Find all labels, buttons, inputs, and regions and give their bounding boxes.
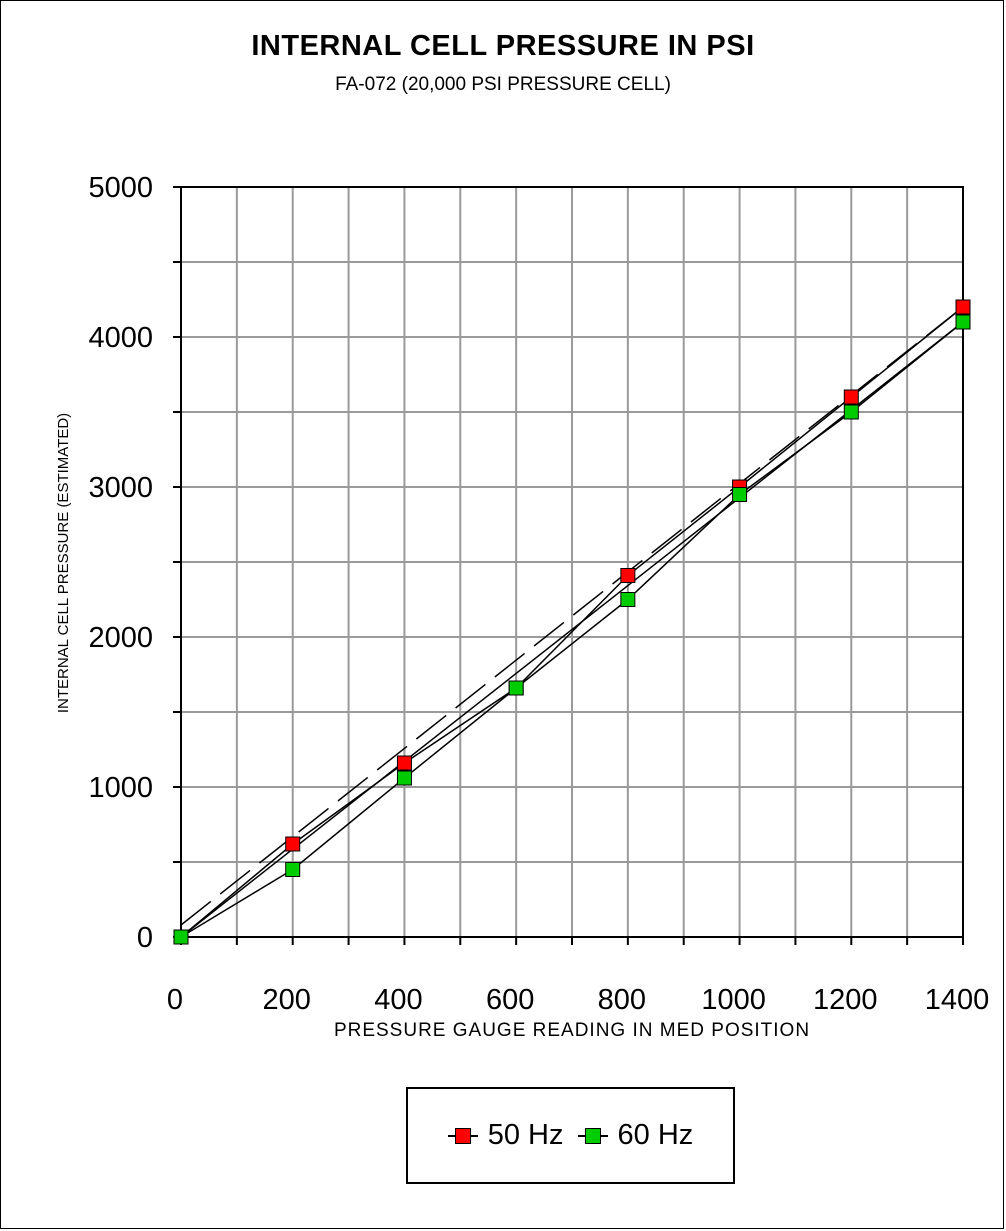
axis-ticks	[173, 186, 964, 945]
y-tick-label: 0	[137, 922, 153, 954]
data-point-series-0	[620, 568, 636, 583]
y-tick-label: 4000	[88, 322, 153, 354]
series-points	[173, 299, 971, 945]
series-line-0	[180, 306, 964, 938]
x-tick-label: 400	[374, 984, 422, 1016]
y-tick-label: 5000	[88, 172, 153, 204]
series-line-1	[180, 321, 964, 938]
x-tick-label: 200	[263, 984, 311, 1016]
chart-subtitle: FA-072 (20,000 PSI PRESSURE CELL)	[335, 74, 671, 95]
data-point-series-1	[620, 592, 636, 607]
x-tick-label: 600	[486, 984, 534, 1016]
data-point-series-1	[396, 770, 412, 786]
data-point-series-0	[955, 299, 971, 315]
chart-title: INTERNAL CELL PRESSURE IN PSI	[251, 30, 755, 62]
x-tick-label: 800	[598, 984, 646, 1016]
legend-label-60hz: 60 Hz	[617, 1119, 694, 1151]
data-point-series-0	[285, 836, 301, 852]
data-point-series-0	[396, 755, 412, 771]
data-point-series-1	[732, 487, 748, 502]
x-tick-label: 1000	[701, 984, 766, 1016]
grid-lines	[181, 187, 963, 937]
legend-entry-50hz: 50 Hz	[447, 1119, 564, 1152]
y-tick-label: 2000	[88, 622, 153, 654]
data-point-series-1	[285, 862, 301, 877]
data-point-series-1	[173, 929, 189, 945]
x-tick-label: 0	[167, 984, 183, 1016]
data-point-series-0	[843, 389, 859, 405]
data-point-series-1	[955, 314, 971, 330]
series-lines	[180, 306, 964, 938]
x-tick-labels: 0 200 400 600 800 1000 1200 1400	[167, 984, 989, 1016]
data-point-series-1	[508, 680, 524, 696]
legend-label-50hz: 50 Hz	[487, 1119, 564, 1151]
y-tick-label: 3000	[88, 472, 153, 504]
data-point-series-1	[843, 404, 859, 420]
y-tick-labels: 0 1000 2000 3000 4000 5000	[88, 172, 153, 954]
trendlines	[180, 306, 964, 938]
legend-swatch-50hz	[447, 1127, 478, 1145]
x-axis-label: PRESSURE GAUGE READING IN MED POSITION	[334, 1020, 810, 1041]
y-tick-label: 1000	[88, 772, 153, 804]
legend: 50 Hz 60 Hz	[406, 1087, 735, 1184]
trendline-50-hz	[180, 306, 964, 926]
x-tick-label: 1200	[813, 984, 878, 1016]
trendline-60-hz	[180, 321, 964, 938]
legend-swatch-60hz	[577, 1127, 608, 1145]
legend-entry-60hz: 60 Hz	[577, 1119, 694, 1152]
x-tick-label: 1400	[925, 984, 990, 1016]
y-axis-label: INTERNAL CELL PRESSURE (ESTIMATED)	[55, 413, 72, 713]
